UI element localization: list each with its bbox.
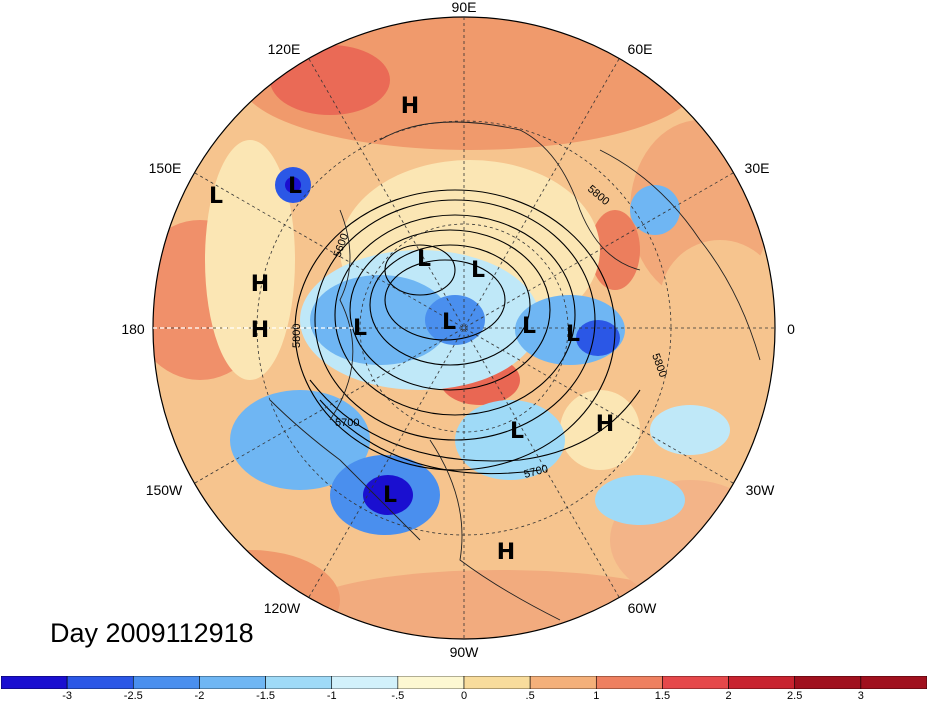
colorbar-cell	[132, 676, 200, 689]
marker-low: L	[471, 258, 485, 283]
marker-low: L	[566, 322, 580, 347]
colorbar-tick-label: -1.5	[256, 690, 276, 702]
colorbar-cell	[199, 676, 266, 689]
lon-label-150w: 150W	[146, 482, 183, 498]
colorbar	[1, 676, 927, 689]
colorbar-cell	[1, 676, 68, 689]
colorbar-cell	[331, 676, 399, 689]
marker-low: L	[442, 310, 456, 335]
lon-label-0: 0	[787, 321, 795, 337]
marker-low: L	[288, 174, 302, 199]
colorbar-cell	[265, 676, 333, 689]
marker-high: H	[401, 94, 419, 119]
marker-low: L	[417, 247, 431, 272]
lon-label-180: 180	[121, 321, 145, 337]
lon-label-120e: 120E	[268, 41, 301, 57]
colorbar-cell	[595, 676, 663, 689]
colorbar-cell	[662, 676, 729, 689]
marker-low: L	[510, 419, 524, 444]
colorbar-tick-label: -.5	[391, 690, 405, 702]
colorbar-cell	[794, 676, 862, 689]
colorbar-tick-label: -2	[194, 690, 205, 702]
lon-label-60w: 60W	[628, 600, 658, 616]
colorbar-tick-label: -1	[326, 690, 337, 702]
lon-label-150e: 150E	[149, 160, 182, 176]
colorbar-cell	[529, 676, 597, 689]
lon-label-30w: 30W	[746, 482, 776, 498]
colorbar-tick-label: 2.5	[787, 690, 803, 702]
lon-label-90e: 90E	[452, 0, 477, 15]
marker-high: H	[251, 272, 269, 297]
colorbar-tick-label: 1.5	[654, 690, 671, 702]
marker-low: L	[383, 483, 397, 508]
colorbar-tick-label: 0	[460, 690, 468, 702]
lon-label-60e: 60E	[628, 41, 653, 57]
colorbar-tick-label: -2.5	[123, 690, 143, 702]
contour-label-5700-south: 5700	[335, 417, 359, 429]
marker-high: H	[251, 318, 269, 343]
colorbar-tick-label: 2	[725, 690, 732, 702]
colorbar-tick-label: .5	[525, 690, 535, 702]
graticule	[153, 17, 775, 639]
day-label: Day 2009112918	[50, 618, 254, 648]
marker-low: L	[522, 314, 536, 339]
marker-high: H	[497, 540, 515, 565]
lon-label-90w: 90W	[450, 644, 480, 660]
colorbar-cell	[728, 676, 796, 689]
polar-map: 90E 60E 30E 0 30W 60W 90W 120W 150W 180 …	[121, 0, 795, 660]
colorbar-cell	[397, 676, 465, 689]
marker-low: L	[353, 316, 367, 341]
marker-low: L	[209, 184, 223, 209]
colorbar-cell	[463, 676, 531, 689]
marker-high: H	[596, 412, 614, 437]
colorbar-tick-label: 1	[593, 690, 600, 702]
lon-label-120w: 120W	[264, 600, 301, 616]
colorbar-tick-label: 3	[857, 690, 864, 702]
colorbar-cell	[860, 676, 927, 689]
lon-label-30e: 30E	[745, 160, 770, 176]
contour-label-5800-west: 5800	[291, 324, 303, 348]
colorbar-cell	[66, 676, 134, 689]
colorbar-tick-label: -3	[62, 690, 73, 702]
